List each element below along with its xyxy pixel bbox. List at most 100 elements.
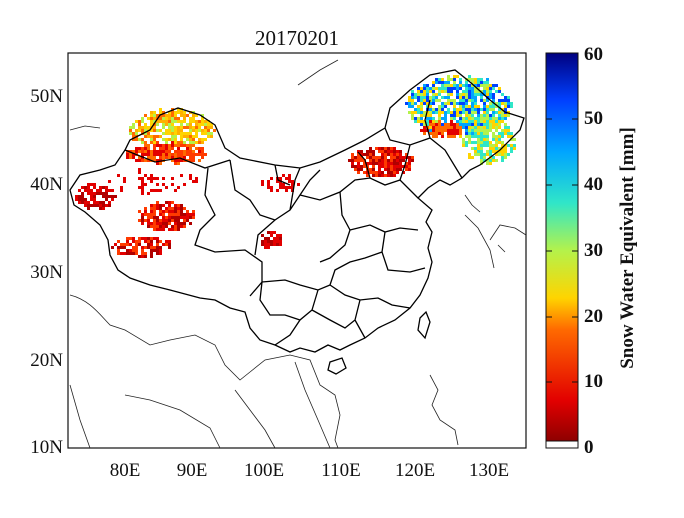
swe-pixel	[186, 153, 189, 156]
swe-pixel	[468, 153, 471, 156]
swe-pixel	[192, 138, 195, 141]
swe-pixel	[501, 102, 504, 105]
swe-pixel	[483, 132, 486, 135]
swe-pixel	[267, 183, 270, 186]
swe-pixel	[459, 123, 462, 126]
swe-pixel	[498, 153, 501, 156]
swe-pixel	[198, 120, 201, 123]
swe-pixel	[507, 114, 510, 117]
swe-pixel	[291, 186, 294, 189]
swe-pixel	[438, 120, 441, 123]
swe-pixel	[291, 189, 294, 192]
swe-pixel	[138, 156, 141, 159]
swe-pixel	[153, 189, 156, 192]
swe-pixel	[156, 135, 159, 138]
swe-pixel	[171, 111, 174, 114]
swe-pixel	[291, 183, 294, 186]
swe-pixel	[414, 93, 417, 96]
swe-pixel	[468, 90, 471, 93]
swe-pixel	[150, 240, 153, 243]
swe-pixel	[351, 153, 354, 156]
swe-pixel	[189, 129, 192, 132]
swe-pixel	[495, 111, 498, 114]
swe-pixel	[168, 114, 171, 117]
swe-pixel	[141, 153, 144, 156]
swe-pixel	[438, 81, 441, 84]
swe-pixel	[201, 117, 204, 120]
swe-pixel	[354, 159, 357, 162]
swe-pixel	[495, 123, 498, 126]
swe-pixel	[147, 132, 150, 135]
swe-pixel	[501, 129, 504, 132]
swe-pixel	[381, 162, 384, 165]
swe-pixel	[393, 162, 396, 165]
swe-pixel	[507, 129, 510, 132]
swe-pixel	[486, 150, 489, 153]
swe-pixel	[378, 150, 381, 153]
swe-pixel	[186, 213, 189, 216]
swe-pixel	[159, 249, 162, 252]
swe-pixel	[162, 213, 165, 216]
swe-pixel	[111, 246, 114, 249]
swe-pixel	[492, 126, 495, 129]
swe-pixel	[426, 105, 429, 108]
swe-pixel	[456, 111, 459, 114]
plot-frame	[67, 52, 527, 449]
swe-pixel	[447, 135, 450, 138]
swe-pixel	[441, 90, 444, 93]
swe-pixel	[435, 96, 438, 99]
swe-pixel	[477, 126, 480, 129]
swe-pixel	[504, 147, 507, 150]
swe-pixel	[456, 114, 459, 117]
swe-pixel	[291, 180, 294, 183]
swe-pixel	[453, 105, 456, 108]
swe-pixel	[417, 120, 420, 123]
swe-pixel	[480, 147, 483, 150]
swe-pixel	[408, 156, 411, 159]
swe-pixel	[423, 102, 426, 105]
swe-pixel	[186, 138, 189, 141]
swe-pixel	[135, 240, 138, 243]
swe-pixel	[480, 159, 483, 162]
swe-pixel	[357, 168, 360, 171]
swe-pixel	[105, 198, 108, 201]
swe-pixel	[273, 240, 276, 243]
swe-pixel	[189, 144, 192, 147]
swe-pixel	[501, 117, 504, 120]
swe-pixel	[171, 147, 174, 150]
swe-pixel	[165, 222, 168, 225]
swe-pixel	[477, 114, 480, 117]
swe-pixel	[456, 132, 459, 135]
swe-pixel	[441, 84, 444, 87]
swe-pixel	[180, 132, 183, 135]
swe-pixel	[465, 129, 468, 132]
swe-pixel	[495, 153, 498, 156]
swe-pixel	[462, 120, 465, 123]
swe-pixel	[138, 177, 141, 180]
swe-pixel	[141, 222, 144, 225]
swe-pixel	[189, 150, 192, 153]
swe-pixel	[195, 147, 198, 150]
swe-pixel	[378, 165, 381, 168]
swe-pixel	[186, 147, 189, 150]
swe-pixel	[471, 108, 474, 111]
swe-pixel	[468, 129, 471, 132]
swe-pixel	[132, 237, 135, 240]
swe-pixel	[390, 171, 393, 174]
swe-pixel	[393, 171, 396, 174]
swe-pixel	[465, 81, 468, 84]
swe-pixel	[387, 147, 390, 150]
swe-pixel	[441, 117, 444, 120]
swe-pixel	[144, 153, 147, 156]
swe-pixel	[486, 141, 489, 144]
swe-pixel	[129, 132, 132, 135]
swe-pixel	[420, 123, 423, 126]
swe-pixel	[495, 90, 498, 93]
swe-pixel	[186, 144, 189, 147]
swe-pixel	[138, 147, 141, 150]
swe-pixel	[153, 177, 156, 180]
swe-pixel	[159, 111, 162, 114]
swe-pixel	[156, 243, 159, 246]
swe-pixel	[201, 120, 204, 123]
swe-pixel	[183, 216, 186, 219]
